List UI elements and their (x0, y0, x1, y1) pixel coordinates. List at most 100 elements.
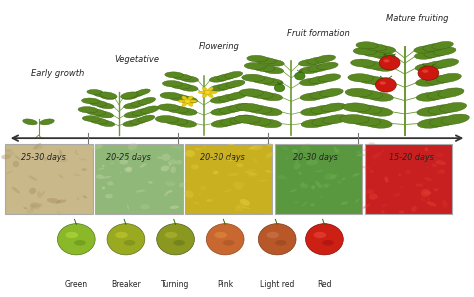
Ellipse shape (33, 143, 41, 149)
Ellipse shape (6, 151, 15, 156)
Ellipse shape (249, 91, 273, 99)
Ellipse shape (301, 202, 307, 207)
Ellipse shape (82, 195, 87, 198)
Ellipse shape (422, 69, 428, 73)
Ellipse shape (274, 84, 285, 92)
Ellipse shape (148, 181, 153, 184)
Ellipse shape (56, 211, 61, 215)
Text: 15-20 days: 15-20 days (390, 153, 434, 162)
Ellipse shape (251, 76, 274, 83)
Ellipse shape (326, 184, 328, 187)
Ellipse shape (374, 46, 396, 53)
Ellipse shape (101, 187, 105, 189)
Ellipse shape (211, 108, 232, 115)
Ellipse shape (219, 94, 239, 101)
Ellipse shape (432, 163, 437, 167)
Ellipse shape (294, 163, 301, 169)
Ellipse shape (172, 146, 183, 149)
Text: Turning: Turning (161, 280, 190, 289)
Ellipse shape (247, 146, 257, 150)
Ellipse shape (398, 174, 401, 176)
Ellipse shape (399, 210, 404, 214)
Ellipse shape (384, 176, 389, 183)
Ellipse shape (74, 240, 86, 246)
Ellipse shape (306, 159, 318, 165)
Ellipse shape (348, 74, 374, 82)
Ellipse shape (318, 74, 341, 82)
Ellipse shape (380, 81, 386, 85)
Ellipse shape (235, 205, 245, 211)
Ellipse shape (372, 51, 395, 59)
Ellipse shape (189, 100, 197, 102)
Ellipse shape (300, 146, 310, 152)
Ellipse shape (210, 96, 231, 103)
Ellipse shape (306, 224, 343, 255)
Ellipse shape (56, 199, 61, 204)
FancyBboxPatch shape (185, 144, 273, 214)
Ellipse shape (157, 224, 194, 255)
Ellipse shape (31, 203, 43, 208)
Ellipse shape (423, 191, 431, 195)
FancyBboxPatch shape (365, 144, 452, 214)
Ellipse shape (129, 91, 144, 97)
Ellipse shape (247, 105, 272, 113)
Ellipse shape (213, 171, 219, 174)
Ellipse shape (257, 108, 282, 116)
Ellipse shape (365, 107, 392, 116)
Ellipse shape (428, 198, 429, 200)
Ellipse shape (13, 161, 19, 167)
Ellipse shape (416, 92, 443, 101)
Ellipse shape (228, 92, 247, 99)
Ellipse shape (215, 154, 220, 161)
Ellipse shape (363, 149, 369, 151)
Ellipse shape (393, 193, 401, 197)
Ellipse shape (356, 42, 378, 49)
Ellipse shape (23, 207, 27, 209)
Ellipse shape (301, 108, 326, 116)
Ellipse shape (248, 173, 257, 177)
Ellipse shape (440, 170, 444, 171)
Ellipse shape (177, 150, 181, 151)
Ellipse shape (254, 160, 257, 163)
Ellipse shape (309, 76, 331, 84)
Ellipse shape (29, 188, 36, 194)
Ellipse shape (264, 59, 284, 66)
Ellipse shape (363, 50, 386, 57)
Ellipse shape (341, 202, 348, 205)
Text: Vegetative: Vegetative (114, 55, 159, 64)
Ellipse shape (239, 89, 264, 97)
Ellipse shape (165, 181, 175, 186)
Ellipse shape (435, 59, 459, 67)
Ellipse shape (210, 76, 228, 82)
Ellipse shape (177, 96, 198, 103)
Ellipse shape (228, 173, 239, 176)
Ellipse shape (315, 55, 336, 62)
Ellipse shape (250, 145, 263, 150)
Ellipse shape (41, 191, 46, 196)
Ellipse shape (208, 93, 213, 97)
Ellipse shape (334, 146, 338, 152)
Ellipse shape (168, 159, 176, 165)
Ellipse shape (128, 143, 137, 150)
Ellipse shape (356, 90, 383, 99)
Ellipse shape (171, 83, 190, 89)
Ellipse shape (285, 157, 289, 159)
Ellipse shape (433, 47, 456, 55)
Ellipse shape (436, 160, 446, 165)
Ellipse shape (185, 150, 195, 157)
Ellipse shape (160, 92, 181, 99)
Ellipse shape (105, 194, 113, 199)
Ellipse shape (425, 61, 449, 69)
Ellipse shape (184, 190, 194, 198)
Ellipse shape (100, 94, 115, 99)
Ellipse shape (135, 190, 146, 192)
Ellipse shape (123, 120, 141, 127)
Ellipse shape (311, 105, 336, 114)
Ellipse shape (255, 119, 282, 128)
Ellipse shape (75, 150, 77, 153)
Ellipse shape (210, 85, 229, 91)
Ellipse shape (78, 107, 98, 113)
Ellipse shape (96, 102, 114, 109)
Ellipse shape (358, 76, 383, 84)
Ellipse shape (93, 92, 109, 97)
